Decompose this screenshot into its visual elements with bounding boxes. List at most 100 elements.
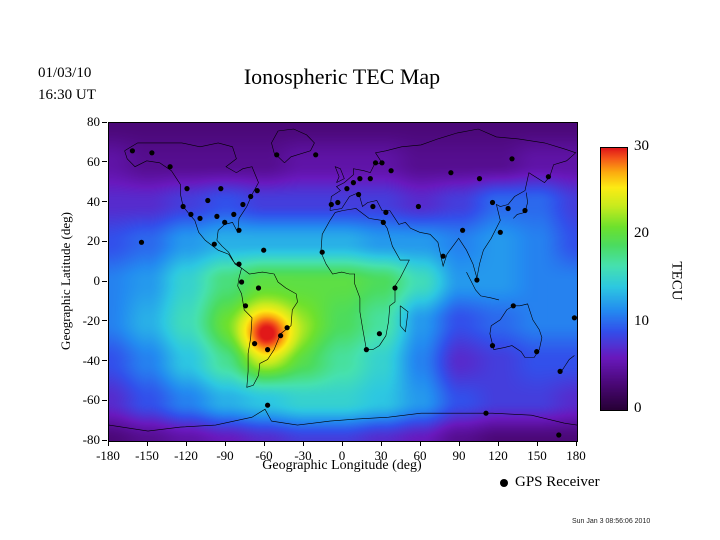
gps-receiver-dot bbox=[380, 219, 386, 225]
gps-receiver-dot bbox=[344, 186, 350, 192]
gps-receiver-dot bbox=[274, 152, 280, 158]
gps-receiver-dot bbox=[211, 241, 217, 247]
coastline-path bbox=[334, 166, 345, 183]
gps-receiver-dot bbox=[278, 333, 284, 339]
gps-receiver-dot bbox=[505, 205, 511, 212]
colorbar-unit-label: TECU bbox=[668, 261, 685, 301]
x-tick-label: -60 bbox=[255, 448, 273, 463]
coastline-path bbox=[124, 142, 259, 269]
gps-receiver-dot bbox=[328, 201, 334, 208]
gps-receiver-dot bbox=[319, 249, 325, 255]
gps-receiver-marker-icon bbox=[500, 478, 508, 487]
gps-receiver-dot bbox=[370, 203, 376, 210]
y-axis-label: Geographic Latitude (deg) bbox=[58, 212, 73, 350]
x-tick-label: 30 bbox=[374, 448, 388, 463]
gps-receiver-dot bbox=[522, 207, 528, 214]
gps-receiver-dot bbox=[239, 279, 245, 285]
y-tick-label: 40 bbox=[87, 193, 100, 209]
gps-receiver-dot bbox=[236, 227, 242, 233]
y-tick-label: 0 bbox=[93, 273, 101, 288]
colorbar-tick-label: 30 bbox=[634, 138, 649, 154]
x-tick-label: 60 bbox=[413, 448, 427, 463]
x-tick-mark bbox=[107, 441, 109, 446]
coastline-path bbox=[466, 271, 500, 301]
gps-receiver-dot bbox=[510, 303, 516, 309]
x-tick-label: 150 bbox=[527, 448, 547, 463]
creation-timestamp: Sun Jan 3 08:56:06 2010 bbox=[572, 518, 651, 525]
colorbar-tick-label: 10 bbox=[634, 312, 649, 329]
gps-receiver-dot bbox=[372, 160, 379, 166]
gps-receiver-dot bbox=[440, 253, 446, 259]
gps-receiver-dot bbox=[415, 203, 421, 210]
x-tick-mark bbox=[302, 441, 304, 446]
y-tick-mark bbox=[102, 399, 107, 401]
gps-receiver-dot bbox=[255, 285, 262, 291]
x-tick-mark bbox=[497, 441, 499, 446]
gps-receiver-dot bbox=[557, 368, 563, 374]
gps-receiver-dot bbox=[489, 343, 496, 349]
y-tick-label: 80 bbox=[87, 114, 100, 129]
map-overlay bbox=[109, 128, 577, 438]
colorbar bbox=[600, 147, 628, 411]
x-tick-mark bbox=[146, 441, 148, 446]
x-tick-label: -150 bbox=[135, 448, 159, 463]
y-tick-mark bbox=[102, 201, 107, 202]
observation-time: 16:30 UT bbox=[38, 87, 96, 103]
gps-receiver-dot bbox=[197, 215, 203, 221]
x-tick-label: 180 bbox=[566, 448, 586, 463]
x-tick-mark bbox=[224, 441, 226, 446]
x-tick-mark bbox=[380, 441, 382, 446]
gps-receiver-dot bbox=[489, 199, 496, 206]
x-tick-mark bbox=[419, 441, 421, 446]
gps-receiver-dot bbox=[180, 203, 186, 210]
gps-receiver-legend: GPS Receiver bbox=[500, 474, 600, 491]
y-tick-label: -40 bbox=[82, 352, 100, 368]
coastline-path bbox=[399, 305, 409, 333]
map-plot-area bbox=[108, 122, 578, 442]
gps-receiver-dot bbox=[129, 148, 135, 154]
gps-receiver-dot bbox=[357, 176, 363, 182]
gps-receiver-dot bbox=[248, 193, 254, 200]
coastline-path bbox=[109, 408, 577, 432]
gps-receiver-dot bbox=[509, 156, 515, 162]
gps-receiver-dot bbox=[184, 186, 190, 192]
gps-receiver-dot bbox=[367, 176, 373, 182]
coastline-path bbox=[489, 303, 543, 358]
y-tick-label: 20 bbox=[87, 233, 100, 249]
gps-receiver-dot bbox=[392, 285, 398, 291]
gps-receiver-dot bbox=[254, 188, 260, 194]
x-tick-label: -180 bbox=[96, 448, 120, 463]
gps-receiver-dot bbox=[571, 315, 577, 321]
gps-receiver-dot bbox=[335, 199, 341, 206]
gps-receiver-dots bbox=[129, 148, 577, 438]
gps-receiver-dot bbox=[205, 197, 211, 204]
gps-receiver-dot bbox=[218, 186, 224, 192]
x-tick-label: 0 bbox=[338, 448, 346, 463]
gps-receiver-dot bbox=[383, 209, 389, 215]
gps-receiver-dot bbox=[356, 191, 362, 198]
gps-receiver-dot bbox=[284, 325, 290, 331]
y-tick-mark bbox=[102, 439, 107, 441]
gps-receiver-dot bbox=[265, 402, 271, 408]
coastline-path bbox=[513, 192, 528, 219]
gps-receiver-dot bbox=[534, 349, 540, 355]
x-tick-label: 120 bbox=[488, 448, 508, 463]
y-tick-label: -20 bbox=[82, 312, 100, 328]
chart-title: Ionospheric TEC Map bbox=[243, 64, 441, 89]
gps-receiver-dot bbox=[388, 168, 394, 174]
coastline-path bbox=[320, 208, 410, 350]
gps-receiver-dot bbox=[379, 160, 385, 166]
gps-receiver-dot bbox=[231, 211, 237, 217]
coastlines bbox=[109, 128, 577, 432]
y-tick-mark bbox=[102, 121, 107, 123]
x-tick-mark bbox=[185, 441, 187, 446]
observation-datetime: 01/03/10 16:30 UT bbox=[38, 62, 96, 106]
x-tick-mark bbox=[341, 441, 343, 446]
gps-receiver-dot bbox=[222, 219, 228, 225]
y-tick-label: 60 bbox=[87, 153, 100, 169]
x-tick-mark bbox=[575, 441, 577, 446]
x-tick-mark bbox=[536, 441, 538, 446]
x-tick-label: 90 bbox=[452, 448, 466, 463]
gps-receiver-dot bbox=[460, 227, 466, 233]
